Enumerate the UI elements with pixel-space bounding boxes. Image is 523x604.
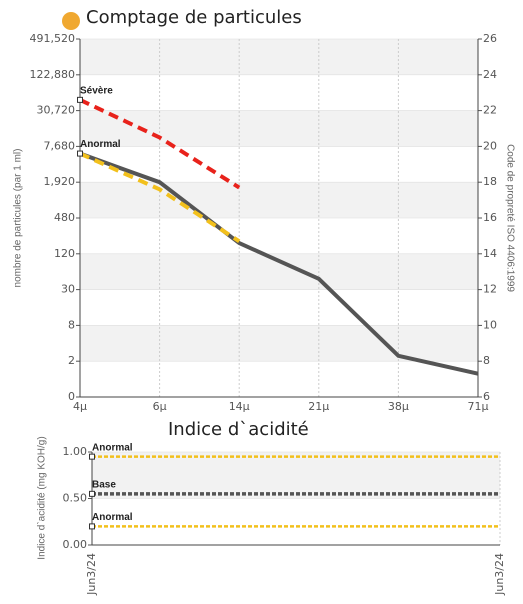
series-label: Anormal	[92, 512, 133, 523]
y-axis-label: nombre de particules (par 1 ml)	[13, 149, 24, 288]
series-marker	[89, 490, 95, 497]
series-line	[79, 98, 241, 190]
grid-band	[80, 39, 478, 75]
y2-tick-label: 26	[483, 32, 497, 45]
series-marker	[77, 96, 83, 103]
series-label: Anormal	[80, 139, 121, 150]
y2-tick-label: 14	[483, 247, 497, 260]
y2-tick-label: 24	[483, 68, 497, 81]
y-tick-label: 0.00	[63, 538, 88, 551]
grid-band	[80, 325, 478, 362]
title-dot	[62, 12, 80, 30]
x-tick-label: Jun3/24	[493, 553, 506, 596]
y-tick-label: 1.00	[63, 445, 88, 458]
y-tick-label: 480	[54, 211, 75, 224]
y-tick-label: 0	[68, 390, 75, 403]
y-tick-label: 122,880	[30, 68, 76, 81]
y-tick-label: 1,920	[44, 175, 76, 188]
chart-title: Indice d`acidité	[168, 419, 309, 440]
grid-band	[80, 182, 478, 218]
chart-title: Comptage de particules	[86, 7, 302, 28]
y-tick-label: 120	[54, 247, 75, 260]
series-marker	[77, 150, 83, 157]
y-tick-label: 2	[68, 354, 75, 367]
x-tick-label: 14μ	[229, 400, 250, 413]
series-line	[79, 151, 479, 376]
y-axis-label: Indice d`acidité (mg KOH/g)	[36, 436, 48, 559]
y2-tick-label: 18	[483, 175, 497, 188]
y2-tick-label: 8	[483, 354, 490, 367]
y2-tick-label: 10	[483, 318, 497, 331]
series-label: Sévère	[80, 86, 113, 97]
x-tick-label: Jun3/24	[85, 553, 98, 596]
series-marker	[89, 523, 95, 530]
y-tick-label: 8	[68, 318, 75, 331]
series-marker	[89, 453, 95, 460]
grid-band	[80, 110, 478, 147]
series-label: Anormal	[92, 442, 133, 453]
y-tick-label: 7,680	[44, 139, 76, 152]
series-line	[79, 151, 241, 243]
y2-tick-label: 6	[483, 390, 490, 403]
y2-tick-label: 16	[483, 211, 497, 224]
y2-axis-label: Code de propreté ISO 4406:1999	[504, 144, 515, 292]
x-tick-label: 4μ	[73, 400, 87, 413]
series-label: Base	[92, 479, 116, 490]
y-tick-label: 491,520	[30, 32, 76, 45]
grid-band	[92, 452, 500, 499]
x-tick-label: 6μ	[153, 400, 167, 413]
y2-tick-label: 20	[483, 139, 497, 152]
y-tick-label: 0.50	[63, 492, 88, 505]
x-tick-label: 71μ	[468, 400, 489, 413]
x-tick-label: 38μ	[388, 400, 409, 413]
y-tick-label: 30	[61, 283, 75, 296]
x-tick-label: 21μ	[308, 400, 329, 413]
y2-tick-label: 22	[483, 104, 497, 117]
y2-tick-label: 12	[483, 283, 497, 296]
y-tick-label: 30,720	[37, 104, 76, 117]
